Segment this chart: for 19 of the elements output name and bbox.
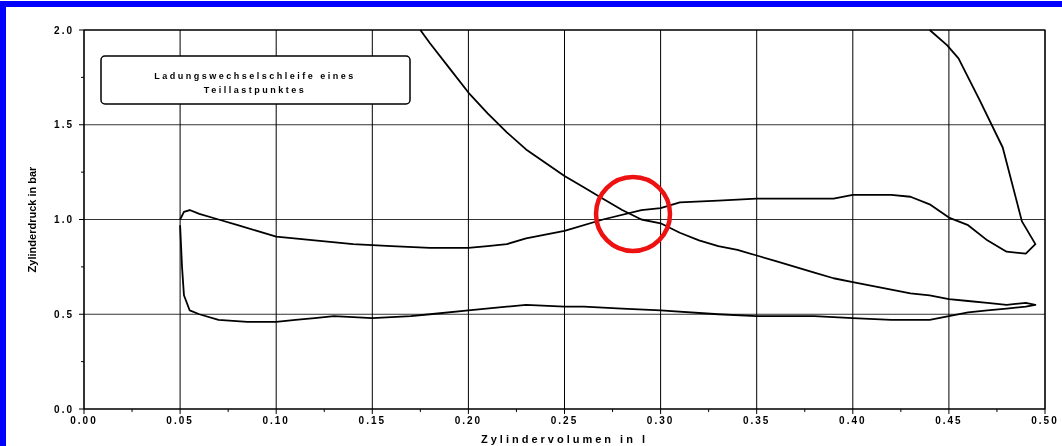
x-tick-label: 0.50 bbox=[1031, 415, 1059, 426]
x-axis-title: Zylindervolumen in l bbox=[481, 433, 648, 445]
x-tick-label: 0.25 bbox=[550, 415, 579, 426]
y-tick-label: 0.5 bbox=[54, 308, 74, 320]
x-tick-label: 0.10 bbox=[262, 415, 290, 426]
x-tick-label: 0.20 bbox=[454, 415, 483, 426]
x-tick-label: 0.35 bbox=[742, 415, 771, 426]
y-tick-label: 2.0 bbox=[54, 24, 74, 36]
x-tick-label: 0.30 bbox=[646, 415, 675, 426]
y-tick-label: 1.5 bbox=[54, 119, 74, 131]
x-tick-label: 0.00 bbox=[70, 415, 98, 426]
x-tick-label: 0.15 bbox=[358, 415, 387, 426]
y-tick-label: 0.0 bbox=[54, 403, 74, 415]
y-tick-label: 1.0 bbox=[54, 214, 74, 225]
text: Ladungswechselschleife eines Teillastpunktes bbox=[154, 71, 356, 95]
x-tick-label: 0.45 bbox=[935, 415, 963, 426]
x-tick-label: 0.05 bbox=[166, 415, 194, 426]
y-axis-title: Zylinderdruck in bar bbox=[26, 165, 38, 273]
x-tick-label: 0.40 bbox=[839, 415, 867, 426]
